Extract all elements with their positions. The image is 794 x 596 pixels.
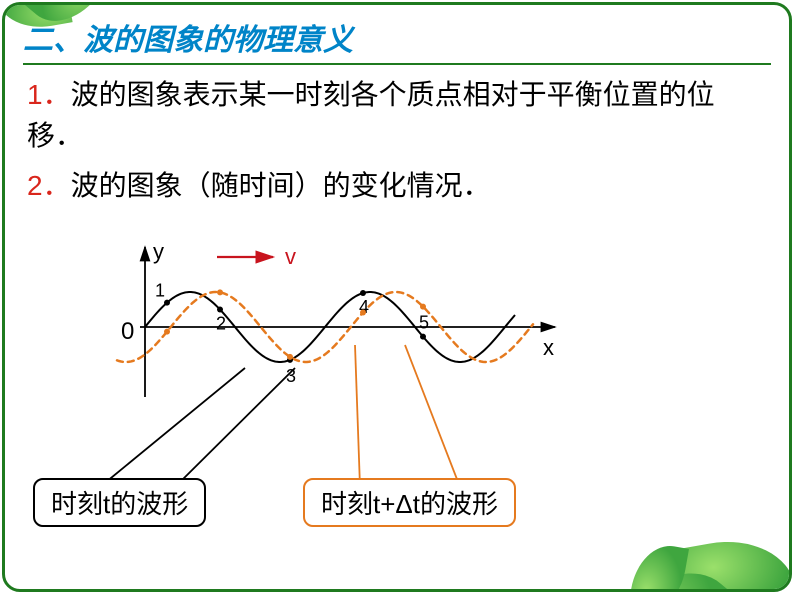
paragraph-1: 1．波的图象表示某一时刻各个质点相对于平衡位置的位移．: [27, 75, 767, 156]
leaf-decoration-topleft: [2, 2, 105, 85]
callout-waveform-t-plus-dt: 时刻t+Δt的波形: [303, 478, 516, 527]
callout-t-dt-label: 时刻t+Δt的波形: [321, 489, 498, 519]
para1-text: 波的图象表示某一时刻各个质点相对于平衡位置的位移．: [27, 79, 715, 151]
svg-text:2: 2: [216, 313, 226, 333]
section-title: 二、波的图象的物理意义: [23, 15, 771, 65]
svg-text:5: 5: [419, 312, 429, 332]
paragraph-2: 2．波的图象（随时间）的变化情况．: [27, 166, 767, 207]
leaf-decoration-bottomright: [559, 409, 792, 592]
para2-number: 2．: [27, 170, 71, 201]
para2-text: 波的图象（随时间）的变化情况．: [71, 170, 491, 201]
svg-text:x: x: [543, 335, 554, 360]
svg-text:v: v: [285, 244, 296, 269]
callout-waveform-t: 时刻t的波形: [33, 478, 206, 527]
svg-text:0: 0: [121, 318, 134, 345]
slide-frame: 二、波的图象的物理意义 1．波的图象表示某一时刻各个质点相对于平衡位置的位移． …: [2, 2, 792, 592]
svg-text:y: y: [153, 239, 164, 264]
svg-text:1: 1: [155, 280, 165, 300]
callout-t-label: 时刻t的波形: [51, 489, 188, 519]
